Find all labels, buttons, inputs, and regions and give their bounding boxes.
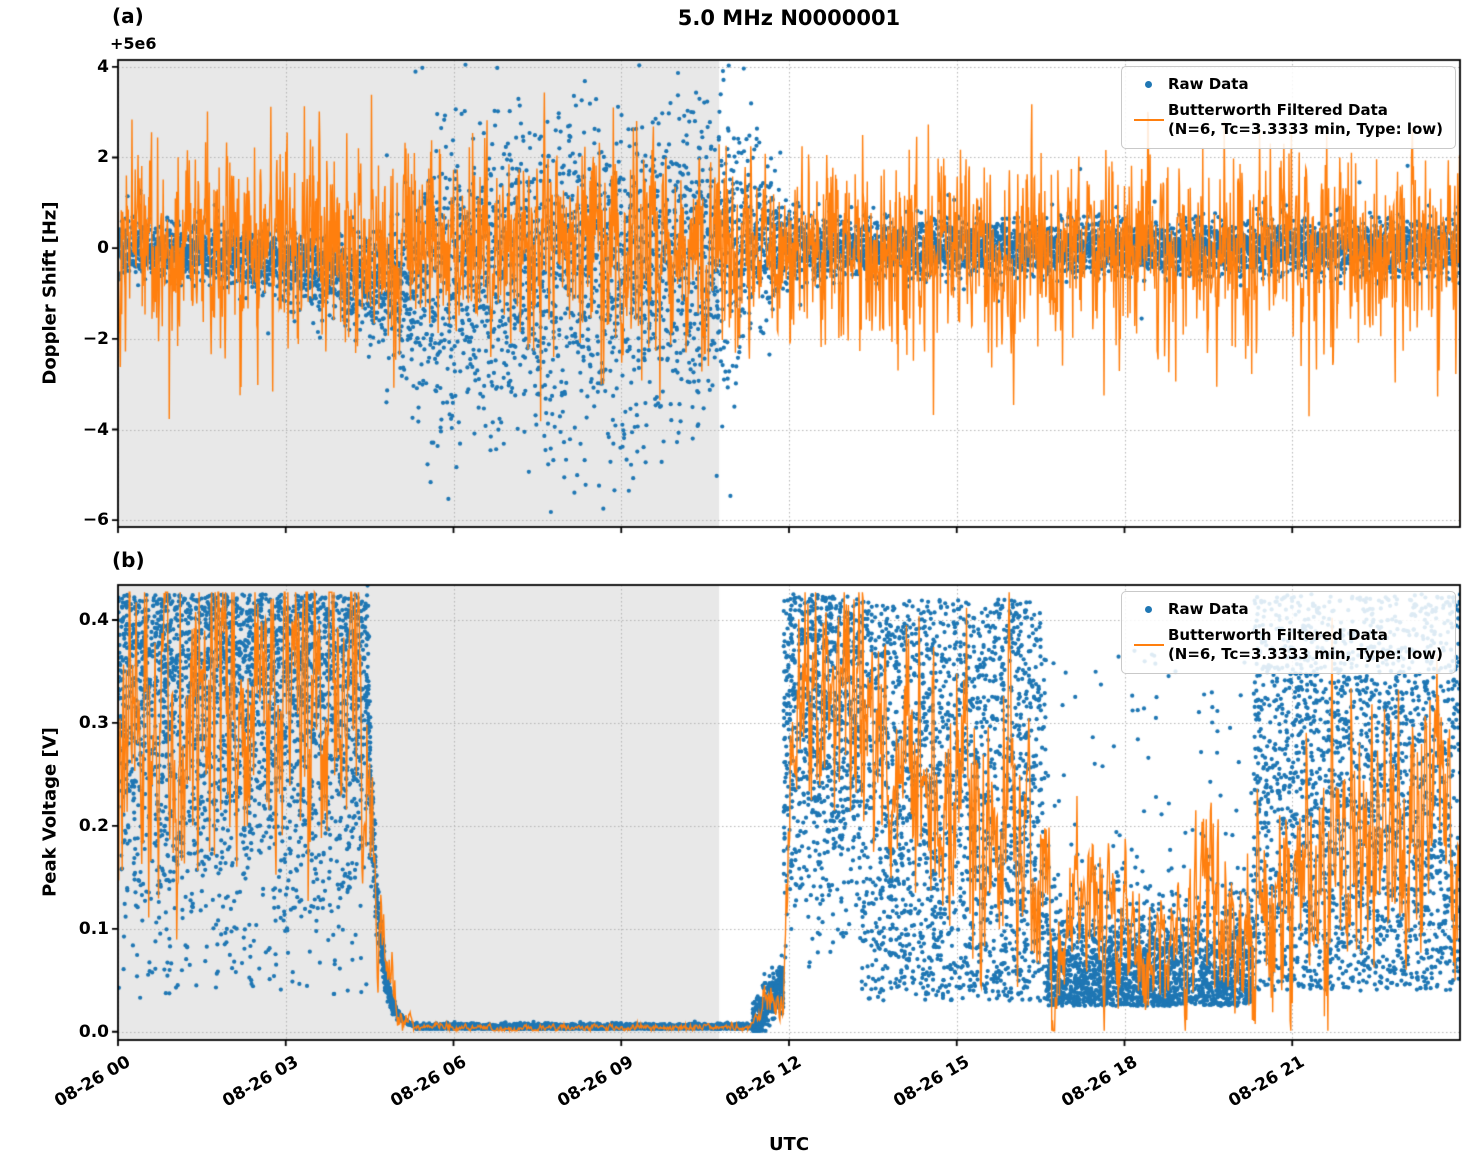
y-tick-label-b: 0.4 bbox=[78, 610, 109, 630]
legend-raw-entry: Raw Data bbox=[1130, 600, 1443, 620]
y-tick-label-a: 0 bbox=[97, 238, 109, 259]
filtered-line-icon bbox=[1133, 118, 1164, 122]
raw-data-dot-icon bbox=[1145, 81, 1153, 89]
y-axis-offset-label: +5e6 bbox=[110, 34, 157, 53]
legend-filtered-label-line2: (N=6, Tc=3.3333 min, Type: low) bbox=[1167, 645, 1443, 663]
legend-panel-a: Raw Data Butterworth Filtered Data (N=6,… bbox=[1120, 66, 1456, 149]
filtered-line-icon bbox=[1133, 643, 1164, 647]
legend-panel-b: Raw Data Butterworth Filtered Data (N=6,… bbox=[1120, 591, 1456, 674]
y-tick-label-b: 0.1 bbox=[78, 918, 109, 939]
legend-filtered-entry: Butterworth Filtered Data (N=6, Tc=3.333… bbox=[1130, 101, 1443, 140]
legend-filtered-label-line1: Butterworth Filtered Data bbox=[1167, 100, 1388, 119]
legend-filtered-label-line1: Butterworth Filtered Data bbox=[1167, 625, 1388, 644]
y-axis-label-voltage: Peak Voltage [V] bbox=[39, 727, 61, 897]
y-tick-label-b: 0.3 bbox=[78, 712, 109, 733]
panel-a-label: (a) bbox=[112, 4, 144, 28]
legend-raw-label: Raw Data bbox=[1167, 600, 1249, 618]
y-tick-label-a: −4 bbox=[82, 419, 109, 440]
raw-data-dot-icon bbox=[1145, 606, 1153, 614]
y-tick-label-b: 0.2 bbox=[78, 815, 109, 836]
x-axis-label: UTC bbox=[768, 1134, 810, 1155]
legend-filtered-entry: Butterworth Filtered Data (N=6, Tc=3.333… bbox=[1130, 626, 1443, 665]
legend-raw-entry: Raw Data bbox=[1130, 75, 1443, 95]
legend-raw-label: Raw Data bbox=[1167, 75, 1249, 93]
y-tick-label-a: 4 bbox=[97, 56, 109, 77]
y-tick-label-a: −6 bbox=[82, 510, 109, 531]
legend-filtered-label-line2: (N=6, Tc=3.3333 min, Type: low) bbox=[1167, 120, 1443, 138]
y-axis-label-doppler: Doppler Shift [Hz] bbox=[39, 201, 61, 385]
y-tick-label-b: 0.0 bbox=[78, 1021, 109, 1042]
y-tick-label-a: −2 bbox=[82, 328, 109, 349]
panel-b-label: (b) bbox=[112, 548, 145, 572]
y-tick-label-a: 2 bbox=[97, 147, 109, 168]
chart-title: 5.0 MHz N0000001 bbox=[677, 6, 901, 30]
